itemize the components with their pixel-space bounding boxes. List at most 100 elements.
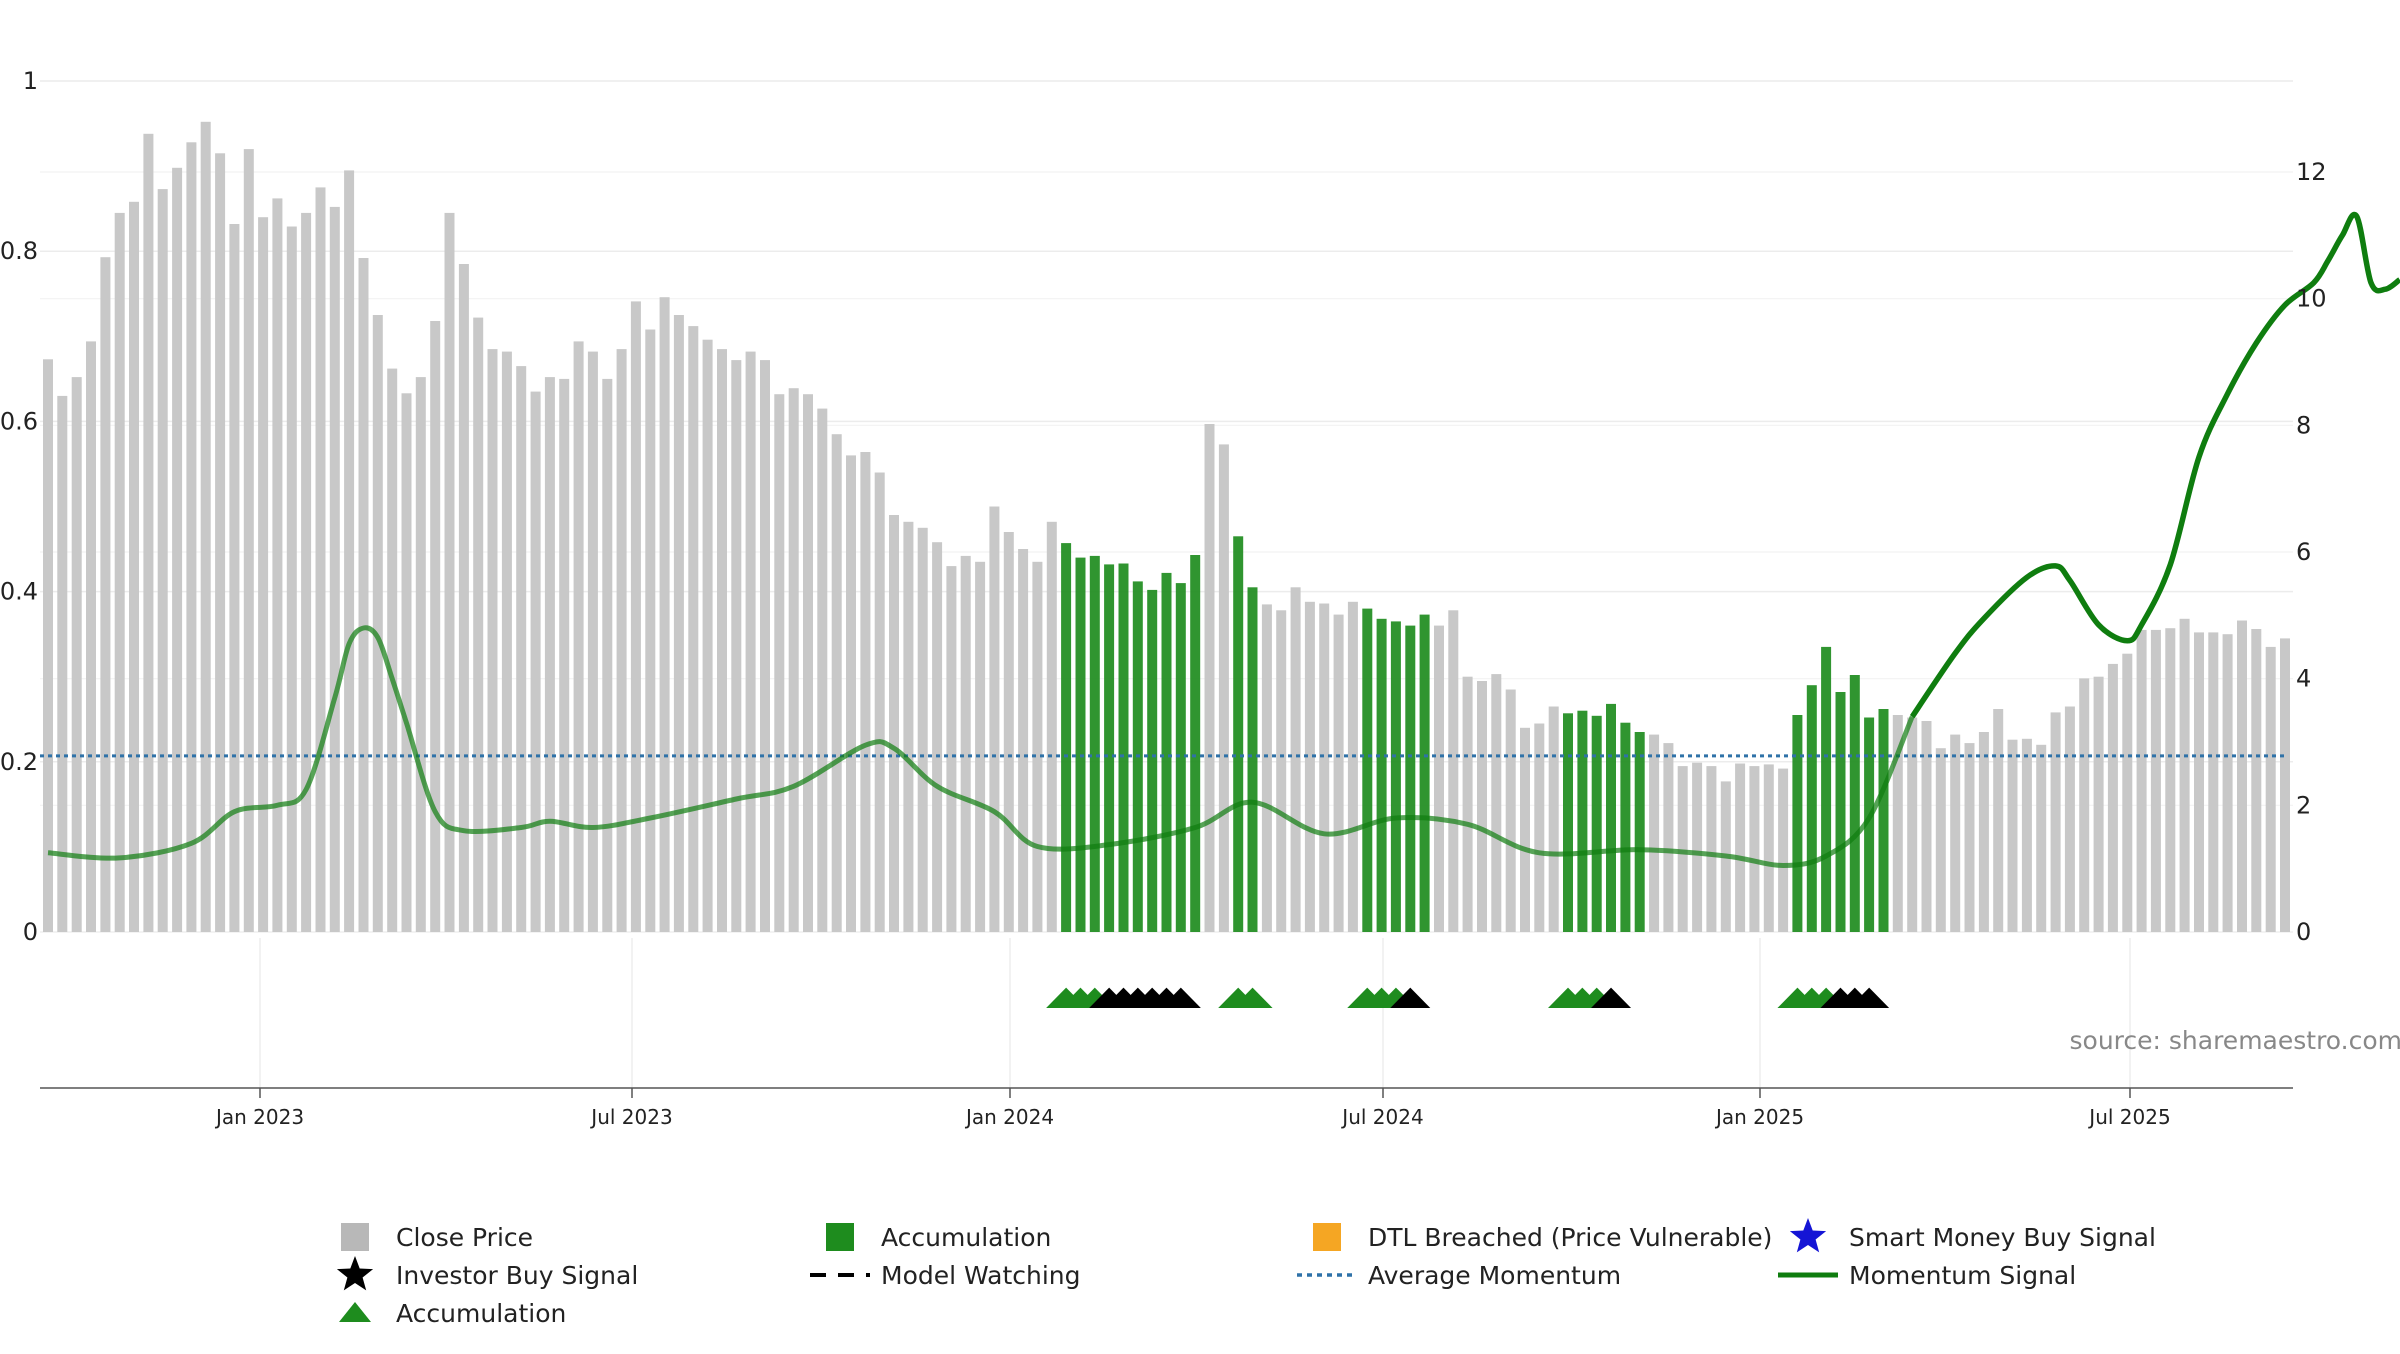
close-price-bar (746, 352, 756, 932)
y-left-tick-label: 0.8 (0, 237, 38, 265)
close-price-bar (2165, 628, 2175, 932)
close-price-bar (2065, 707, 2075, 933)
close-price-bar (1706, 766, 1716, 932)
close-price-bar (1993, 709, 2003, 932)
close-price-bar (158, 189, 168, 932)
close-price-bar (373, 315, 383, 932)
close-price-bar (1764, 764, 1774, 932)
close-price-bar (631, 301, 641, 932)
legend-item: Smart Money Buy Signal (1790, 1218, 2156, 1252)
close-price-bar (272, 198, 282, 932)
triangle-icon (339, 1302, 371, 1322)
close-price-bar (1205, 424, 1215, 932)
close-price-bar (903, 522, 913, 932)
close-price-bar (287, 227, 297, 933)
close-price-bar (1549, 707, 1559, 933)
close-price-bar (660, 297, 670, 932)
close-price-bar (1262, 604, 1272, 932)
close-price-bar (1219, 444, 1229, 932)
close-price-bar (258, 217, 268, 932)
close-price-bar (143, 134, 153, 932)
close-price-bar (1692, 763, 1702, 932)
close-price-bar (2079, 678, 2089, 932)
close-price-bar (43, 359, 53, 932)
close-price-bar (359, 258, 369, 932)
legend-label: Close Price (396, 1223, 533, 1252)
accumulation-bar (1147, 590, 1157, 932)
close-price-bar (1520, 728, 1530, 932)
close-price-bar (688, 326, 698, 932)
close-price-bar (1448, 610, 1458, 932)
close-price-bar (1950, 735, 1960, 932)
legend-item: Momentum Signal (1778, 1261, 2076, 1290)
close-price-bar (229, 224, 239, 932)
close-price-bar (2280, 638, 2290, 932)
accumulation-bar (1076, 558, 1086, 932)
accumulation-bar (1620, 723, 1630, 932)
close-price-bar (2223, 634, 2233, 932)
close-price-bar (860, 452, 870, 932)
accumulation-bar (1606, 704, 1616, 932)
x-tick-label: Jan 2023 (214, 1105, 304, 1129)
y-right-tick-label: 0 (2296, 918, 2311, 946)
close-price-bar (129, 202, 139, 932)
close-price-bar (387, 369, 397, 932)
accumulation-bar (1119, 564, 1129, 933)
close-price-bar (2108, 664, 2118, 932)
close-price-bar (803, 394, 813, 932)
close-price-bar (2266, 647, 2276, 932)
close-price-bar (789, 388, 799, 932)
close-price-bar (1004, 532, 1014, 932)
accumulation-bar (1233, 536, 1243, 932)
close-price-bar (989, 507, 999, 933)
close-price-bar (2122, 654, 2132, 932)
close-price-bar (488, 349, 498, 932)
x-tick-label: Jul 2024 (1340, 1105, 1423, 1129)
close-price-bar (1965, 743, 1975, 932)
accumulation-bar (1821, 647, 1831, 932)
price-bars (43, 122, 2290, 932)
close-price-bar (2251, 629, 2261, 932)
close-price-bar (703, 340, 713, 932)
close-price-bar (1649, 735, 1659, 932)
close-price-bar (1276, 610, 1286, 932)
close-price-bar (889, 515, 899, 932)
close-price-bar (602, 379, 612, 932)
close-price-bar (1305, 602, 1315, 932)
y-left-tick-label: 0.4 (0, 578, 38, 606)
y-left-tick-label: 0 (23, 918, 38, 946)
close-price-bar (975, 562, 985, 932)
close-price-bar (2151, 630, 2161, 932)
accumulation-bar (1362, 609, 1372, 932)
close-price-bar (946, 566, 956, 932)
close-price-bar (1663, 743, 1673, 932)
close-price-bar (1463, 677, 1473, 932)
close-price-bar (1907, 718, 1917, 933)
legend-swatch (1313, 1223, 1341, 1251)
accumulation-bar (1879, 709, 1889, 932)
close-price-bar (531, 392, 541, 932)
close-price-bar (717, 349, 727, 932)
close-price-bar (588, 352, 598, 932)
close-price-bar (1334, 615, 1344, 932)
legend-label: Investor Buy Signal (396, 1261, 638, 1290)
close-price-bar (1778, 769, 1788, 932)
close-price-bar (1936, 748, 1946, 932)
close-price-bar (516, 366, 526, 932)
y-right-tick-label: 4 (2296, 665, 2311, 693)
accumulation-bar (1162, 573, 1172, 932)
close-price-bar (875, 473, 885, 933)
close-price-bar (1749, 766, 1759, 932)
legend-swatch (341, 1223, 369, 1251)
star-icon (1790, 1218, 1826, 1252)
close-price-bar (502, 352, 512, 932)
close-price-bar (932, 542, 942, 932)
close-price-bar (2008, 740, 2018, 932)
close-price-bar (316, 187, 326, 932)
close-price-bar (402, 393, 412, 932)
close-price-bar (215, 153, 225, 932)
close-price-bar (545, 377, 555, 932)
accumulation-bar (1090, 556, 1100, 932)
